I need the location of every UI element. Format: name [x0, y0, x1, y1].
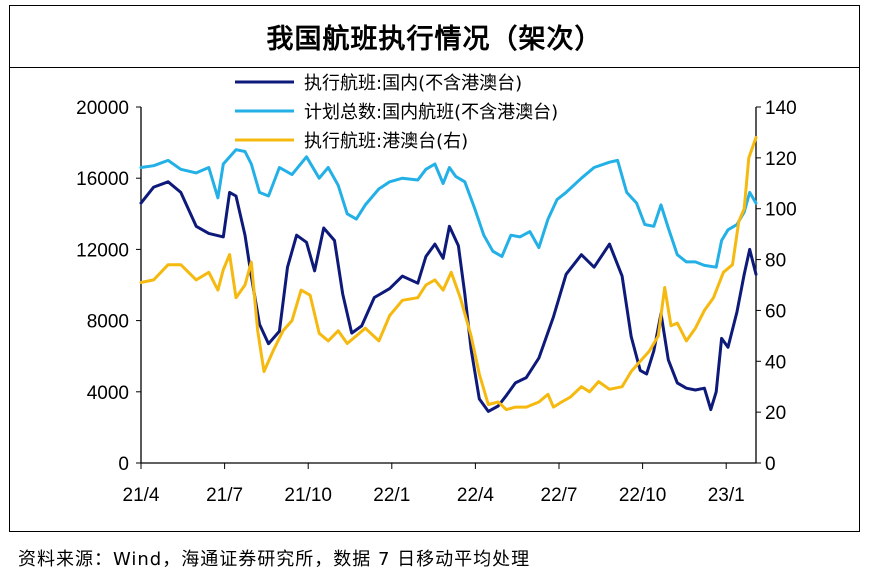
x-tick-label: 22/1 [373, 485, 410, 506]
left-tick-label: 12000 [76, 240, 129, 261]
series-line-3 [139, 136, 758, 412]
left-tick-label: 16000 [76, 169, 129, 190]
right-tick-label: 40 [765, 352, 786, 373]
legend-label-1: 执行航班:国内(不含港澳台) [304, 73, 522, 94]
x-tick-label: 22/10 [619, 485, 667, 506]
left-tick-label: 4000 [87, 383, 129, 404]
series-line-2 [139, 148, 758, 269]
left-tick-label: 20000 [76, 98, 129, 119]
x-tick-label: 22/7 [541, 485, 578, 506]
left-tick-label: 8000 [87, 312, 129, 333]
right-tick-label: 140 [765, 98, 797, 119]
right-tick-label: 20 [765, 403, 786, 424]
right-tick-label: 80 [765, 251, 786, 272]
right-tick-label: 60 [765, 301, 786, 322]
chart-title: 我国航班执行情况（架次） [9, 5, 860, 68]
x-tick-label: 22/4 [457, 485, 494, 506]
right-tick-label: 100 [765, 200, 797, 221]
legend-label-2: 计划总数:国内航班(不含港澳台) [304, 102, 558, 123]
legend-label-3: 执行航班:港澳台(右) [304, 131, 468, 152]
legend: 执行航班:国内(不含港澳台) 计划总数:国内航班(不含港澳台) 执行航班:港澳台(右… [235, 73, 558, 152]
chart-frame [9, 5, 860, 532]
x-tick-label: 23/1 [708, 485, 745, 506]
x-tick-label: 21/4 [123, 485, 160, 506]
right-tick-label: 120 [765, 149, 797, 170]
right-tick-label: 0 [765, 454, 776, 475]
left-tick-label: 0 [118, 454, 129, 475]
source-note: 资料来源：Wind，海通证券研究所，数据 7 日移动平均处理 [18, 549, 531, 570]
series-lines [139, 136, 758, 413]
axes: 0 4000 8000 12000 16000 20000 0 20 40 60 80 100 120 1… [76, 98, 797, 506]
x-tick-label: 21/7 [206, 485, 243, 506]
x-tick-label: 21/10 [284, 485, 332, 506]
